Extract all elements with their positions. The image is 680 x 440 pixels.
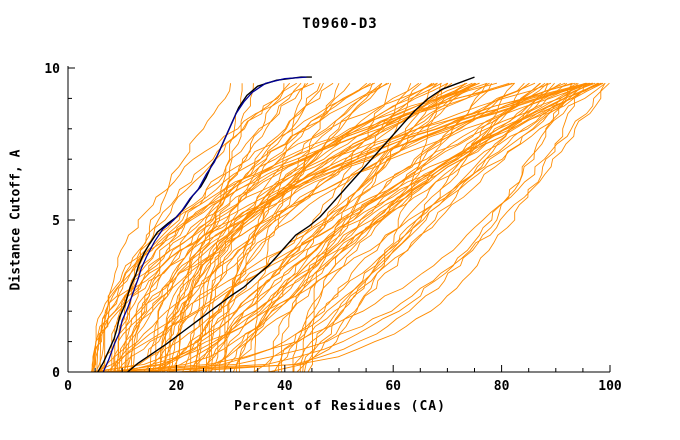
chart-title: T0960-D3 [302, 16, 378, 32]
ensemble-curve [98, 83, 285, 373]
ensemble-curve [188, 82, 487, 373]
ensemble-curve [150, 82, 490, 373]
ensemble-curve [235, 82, 599, 372]
ensemble-curve [165, 82, 516, 373]
y-tick-label: 5 [52, 214, 60, 229]
ensemble-curve [302, 82, 586, 373]
ensemble-curve [134, 83, 585, 373]
ensemble-curve [109, 83, 306, 373]
ensemble-curve [124, 82, 422, 373]
ensemble-curve [218, 82, 587, 372]
ensemble-curve [109, 82, 591, 373]
ensemble-curve [104, 82, 610, 373]
y-tick-label: 0 [52, 366, 60, 381]
ensemble-curve [100, 82, 606, 373]
ensemble-curve [205, 82, 476, 373]
ensemble-curve [176, 82, 442, 372]
ensemble-curve [182, 82, 383, 373]
ensemble-curve [177, 82, 573, 373]
series-model-navy [102, 76, 307, 373]
ensemble-curve [209, 82, 541, 373]
ensemble-curve [155, 82, 480, 372]
ensemble-curve [122, 83, 572, 373]
ensemble-curve [91, 82, 515, 373]
ensemble-curve [303, 82, 530, 373]
ensemble-curve [91, 82, 576, 373]
y-axis-label: Distance Cutoff, A [8, 149, 24, 291]
y-tick-label: 10 [44, 62, 60, 77]
ensemble-curve [126, 82, 368, 373]
ensemble-curve [168, 82, 467, 373]
ensemble-curve [223, 82, 488, 373]
ensemble-curve [96, 82, 513, 372]
ensemble-curve [194, 82, 546, 373]
x-axis-label: Percent of Residues (CA) [234, 399, 446, 414]
ensemble-curve [188, 82, 604, 373]
ensemble-curve [214, 83, 374, 372]
ensemble-curve [273, 82, 606, 373]
series-model-black-right [127, 76, 475, 373]
x-tick-label: 100 [598, 379, 622, 394]
ensemble-curve [253, 82, 382, 373]
x-tick-label: 0 [64, 379, 72, 394]
ensemble-curve [106, 82, 453, 373]
ensemble-curve [95, 82, 548, 373]
x-tick-label: 40 [277, 379, 293, 394]
ensemble-curve [122, 82, 590, 373]
ensemble-curve [97, 83, 321, 373]
ensemble-curve [148, 83, 340, 373]
ensemble-curve [94, 82, 590, 372]
ensemble-curve [91, 82, 593, 372]
ensemble-curve [223, 82, 562, 373]
ensemble-curve [116, 82, 498, 372]
x-tick-label: 60 [385, 379, 401, 394]
x-tick-label: 20 [169, 379, 185, 394]
x-tick-label: 80 [494, 379, 510, 394]
ensemble-curve [95, 82, 291, 373]
ensemble-curve [118, 82, 477, 372]
ensemble-curve [124, 83, 232, 372]
ensemble-curve [92, 82, 593, 372]
ensemble-curve [281, 82, 530, 372]
ensemble-curve [121, 82, 351, 373]
ensemble-curve [104, 82, 315, 372]
